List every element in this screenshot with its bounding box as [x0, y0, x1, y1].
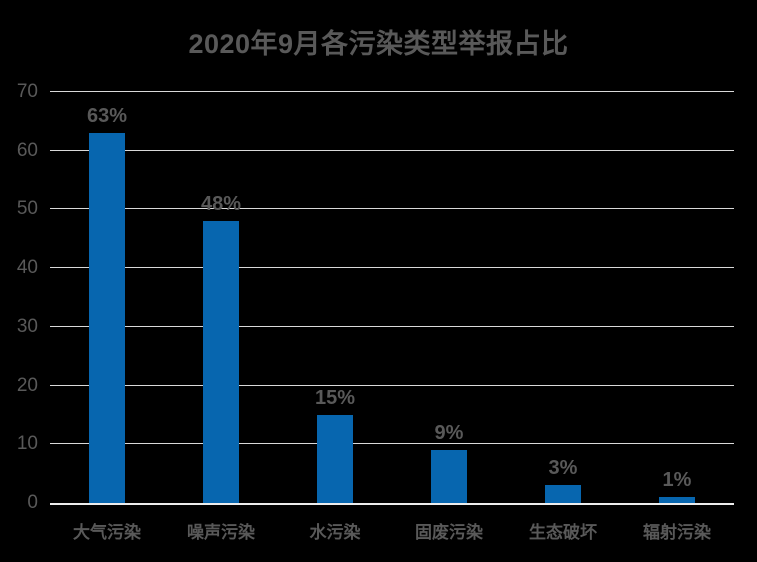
x-axis-category-label: 水污染: [309, 523, 361, 542]
x-axis-category-label: 生态破坏: [529, 523, 597, 542]
bar-slot: 48%: [164, 92, 278, 503]
bar: [317, 414, 353, 503]
gridline: [50, 267, 734, 269]
bar: [431, 450, 467, 503]
gridline: [50, 384, 734, 386]
bar-slot: 9%: [392, 92, 506, 503]
y-axis-tick-label: 10: [16, 433, 38, 455]
bar: [545, 485, 581, 503]
gridline: [50, 325, 734, 327]
bar-slot: 1%: [620, 92, 734, 503]
bars-row: 63% 48% 15% 9% 3% 1%: [50, 92, 734, 503]
chart-title: 2020年9月各污染类型举报占比: [188, 29, 569, 59]
y-axis-tick-label: 30: [16, 315, 38, 337]
bar-value-label: 1%: [662, 469, 692, 492]
gridline: [50, 208, 734, 210]
bar-value-label: 3%: [548, 457, 578, 480]
x-axis-category-label: 辐射污染: [643, 523, 711, 542]
bar: [203, 221, 239, 503]
gridline: [50, 443, 734, 445]
x-axis-category-label: 噪声污染: [187, 523, 255, 542]
y-axis-tick-label: 70: [16, 81, 38, 102]
y-axis-tick-label: 60: [16, 139, 38, 161]
bar-value-label: 9%: [434, 422, 464, 445]
y-axis-tick-label: 0: [27, 492, 38, 513]
plot-area: 63% 48% 15% 9% 3% 1%: [50, 91, 734, 505]
x-axis-category-label: 大气污染: [73, 523, 141, 542]
y-axis-tick-label: 40: [16, 257, 38, 279]
bar-slot: 15%: [278, 92, 392, 503]
bar-value-label: 15%: [314, 386, 356, 409]
gridline: [50, 91, 734, 92]
bar: [659, 497, 695, 503]
bar-value-label: 48%: [200, 193, 242, 216]
y-axis-tick-label: 50: [16, 198, 38, 220]
y-axis-tick-label: 20: [16, 374, 38, 396]
bar: [89, 133, 125, 503]
bar-value-label: 63%: [86, 105, 128, 128]
gridline: [50, 149, 734, 151]
x-axis-category-label: 固废污染: [415, 523, 483, 542]
x-axis-labels: 大气污染 噪声污染 水污染 固废污染 生态破坏 辐射污染: [50, 518, 734, 543]
bar-slot: 3%: [506, 92, 620, 503]
bar-slot: 63%: [50, 92, 164, 503]
